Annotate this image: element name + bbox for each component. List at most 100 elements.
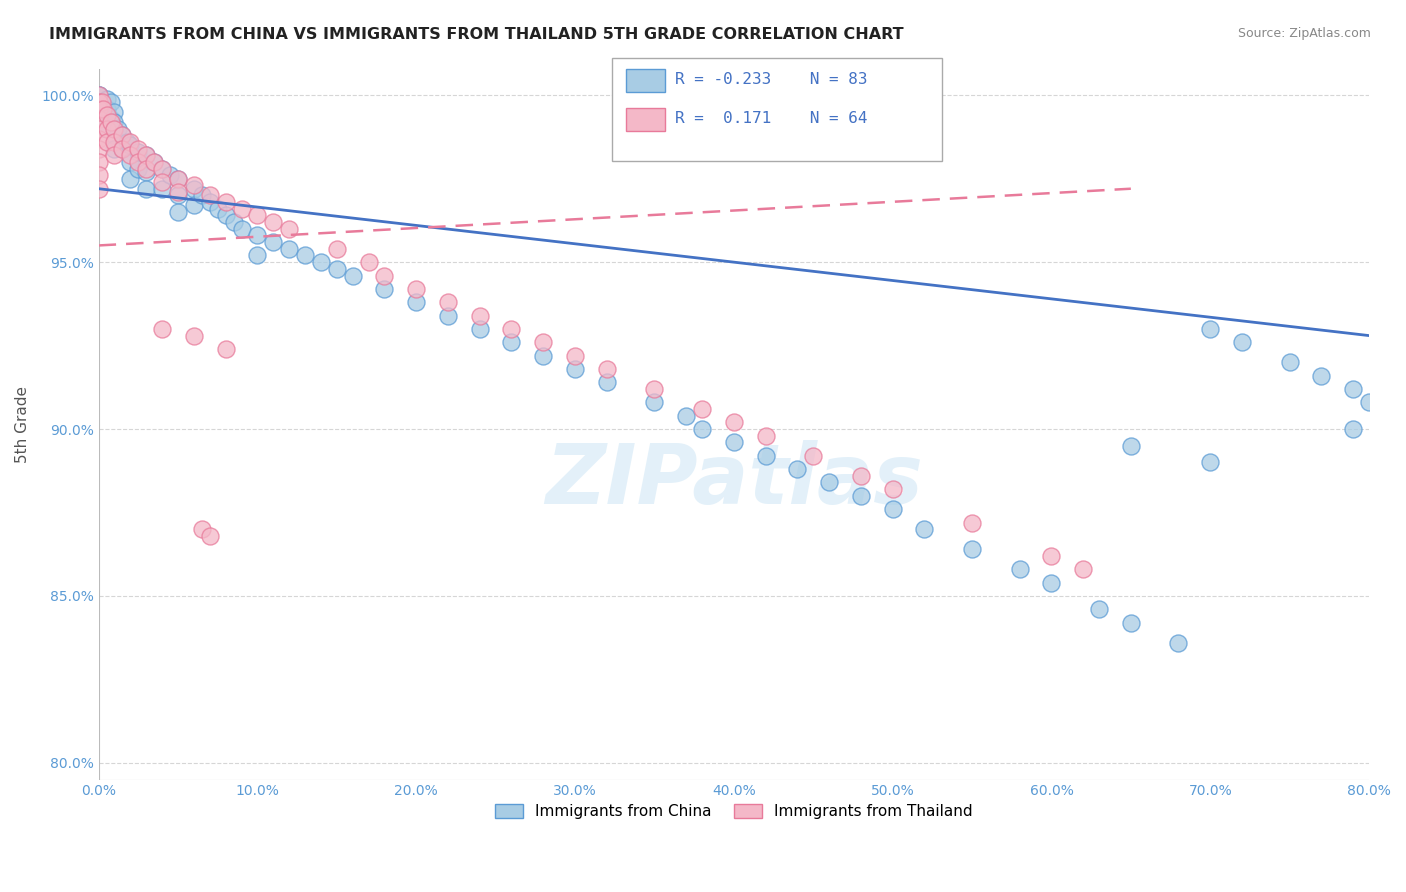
Point [135,182,157,196]
Point [87,115,110,129]
Point [755,429,778,443]
Point [198,188,221,202]
Point [531,349,554,363]
Point [849,489,872,503]
Point [231,202,253,216]
Point [468,322,491,336]
Point [103,121,125,136]
Point [222,215,245,229]
Point [357,255,380,269]
Point [405,295,427,310]
Point [531,335,554,350]
Point [501,322,523,336]
Point [183,328,205,343]
Point [90,95,112,109]
Point [643,395,665,409]
Point [96,102,118,116]
Point [1167,636,1189,650]
Point [135,161,157,176]
Point [405,282,427,296]
Point [167,171,190,186]
Point [183,178,205,193]
Point [912,522,935,536]
Point [87,88,110,103]
Point [135,165,157,179]
Point [100,95,122,109]
Point [326,261,349,276]
Point [150,161,173,176]
Point [115,135,138,149]
Point [278,221,301,235]
Point [127,155,149,169]
Point [103,142,125,156]
Point [135,148,157,162]
Text: ZIPatlas: ZIPatlas [546,441,922,522]
Point [1040,549,1063,563]
Point [246,248,269,262]
Point [214,208,236,222]
Point [150,175,173,189]
Point [1358,395,1381,409]
Point [1278,355,1301,369]
Legend: Immigrants from China, Immigrants from Thailand: Immigrants from China, Immigrants from T… [489,798,979,825]
Point [150,161,173,176]
Point [87,142,110,156]
Point [87,95,110,109]
Point [882,502,904,516]
Point [326,242,349,256]
Point [1119,439,1142,453]
Point [960,516,983,530]
Point [87,169,110,183]
Text: R =  0.171    N = 64: R = 0.171 N = 64 [675,112,868,126]
Point [87,108,110,122]
Point [1341,422,1364,436]
Point [167,171,190,186]
Point [87,88,110,103]
Point [723,435,745,450]
Point [167,205,190,219]
Point [801,449,824,463]
Point [468,309,491,323]
Point [103,135,125,149]
Point [135,148,157,162]
Point [167,185,190,199]
Point [87,95,110,109]
Point [849,468,872,483]
Point [100,115,122,129]
Point [1199,455,1222,469]
Point [723,416,745,430]
Point [96,121,118,136]
Point [107,121,129,136]
Point [87,102,110,116]
Point [1199,322,1222,336]
Point [103,148,125,162]
Point [1119,615,1142,630]
Point [127,142,149,156]
Point [87,155,110,169]
Point [198,529,221,543]
Point [564,349,586,363]
Point [675,409,697,423]
Point [818,475,841,490]
Point [96,135,118,149]
Point [690,422,713,436]
Point [103,128,125,143]
Point [309,255,332,269]
Point [87,112,110,126]
Point [111,142,134,156]
Point [87,131,110,145]
Point [93,102,115,116]
Point [191,522,214,536]
Point [96,121,118,136]
Point [100,112,122,126]
Point [111,128,134,143]
Point [1230,335,1253,350]
Point [214,195,236,210]
Point [167,188,190,202]
Point [1008,562,1031,576]
Point [150,322,173,336]
Point [262,235,284,249]
Point [150,182,173,196]
Point [127,145,149,159]
Point [246,228,269,243]
